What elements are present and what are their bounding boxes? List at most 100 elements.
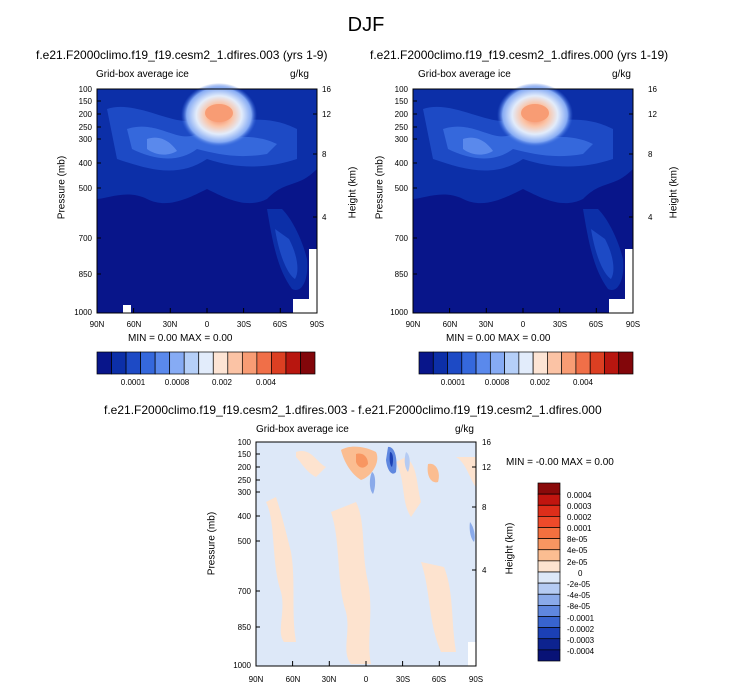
panel-1-plot: [96, 83, 318, 314]
panel-1-title: f.e21.F2000climo.f19_f19.cesm2_1.dfires.…: [36, 48, 328, 62]
colorbar-label: 0.004: [255, 378, 277, 387]
y-tick-label: 850: [237, 623, 251, 632]
colorbar-swatch: [537, 605, 561, 617]
colorbar-label: -0.0004: [567, 647, 595, 656]
panel-2-plot: [412, 83, 634, 314]
colorbar-swatch: [532, 351, 548, 375]
masked-region: [293, 299, 309, 313]
positive-anomaly: [396, 457, 421, 517]
x-tick-label: 90N: [405, 320, 421, 329]
panel-1-subtitle: Grid-box average ice: [96, 69, 189, 80]
y-tick-label: 250: [237, 476, 251, 485]
panel-3-title: f.e21.F2000climo.f19_f19.cesm2_1.dfires.…: [104, 403, 602, 417]
panel-3-subtitle: Grid-box average ice: [256, 424, 349, 435]
panel-2-colorbar: [418, 351, 634, 375]
masked-region: [309, 249, 317, 313]
colorbar-label: 0.0008: [164, 378, 190, 387]
y-tick-label: 100: [394, 85, 408, 94]
colorbar-swatch: [198, 351, 214, 375]
colorbar-swatch: [561, 351, 577, 375]
colorbar-swatch: [537, 638, 561, 651]
panel-2-minmax: MIN = 0.00 MAX = 0.00: [446, 333, 551, 344]
colorbar-swatch: [537, 627, 561, 640]
colorbar-swatch: [271, 351, 287, 375]
panel-3-y-label: Pressure (mb): [206, 511, 218, 576]
colorbar-label: 0.002: [529, 378, 551, 387]
ice-contour-4: [147, 137, 177, 155]
y-tick-label: 150: [237, 450, 251, 459]
colorbar-swatch: [241, 351, 258, 375]
masked-region: [625, 249, 633, 313]
colorbar-swatch: [96, 351, 112, 375]
y-tick-label: 400: [78, 159, 92, 168]
y-tick-label: 300: [237, 488, 251, 497]
colorbar-swatch: [537, 649, 561, 662]
x-tick-label: 90N: [89, 320, 105, 329]
panel-2-units: g/kg: [612, 69, 631, 80]
colorbar-swatch: [111, 351, 127, 375]
colorbar-label: -8e-05: [567, 602, 591, 611]
panel-1-minmax: MIN = 0.00 MAX = 0.00: [128, 333, 233, 344]
y-right-tick-label: 16: [322, 85, 331, 94]
y-right-tick-label: 8: [322, 150, 327, 159]
positive-anomaly-upper: [356, 453, 368, 468]
colorbar-swatch: [537, 482, 561, 495]
colorbar-swatch: [475, 351, 491, 375]
colorbar-swatch: [547, 351, 563, 375]
y-right-tick-label: 12: [648, 110, 657, 119]
y-right-tick-label: 12: [482, 463, 491, 472]
y-tick-label: 700: [78, 234, 92, 243]
x-tick-label: 90S: [309, 320, 325, 329]
colorbar-swatch: [227, 351, 243, 375]
panel-1-units: g/kg: [290, 69, 309, 80]
y-tick-label: 500: [78, 184, 92, 193]
panel-1-colorbar: [96, 351, 316, 375]
x-tick-label: 30S: [552, 320, 568, 329]
y-tick-label: 150: [394, 97, 408, 106]
y-tick-label: 400: [237, 512, 251, 521]
colorbar-swatch: [518, 351, 534, 375]
colorbar-swatch: [604, 351, 620, 375]
y-tick-label: 850: [78, 270, 92, 279]
x-tick-label: 30S: [236, 320, 252, 329]
y-tick-label: 700: [237, 587, 251, 596]
colorbar-label: 0.002: [211, 378, 233, 387]
colorbar-swatch: [169, 351, 185, 375]
positive-anomaly: [331, 502, 371, 664]
y-tick-label: 250: [78, 123, 92, 132]
x-tick-label: 60N: [442, 320, 458, 329]
figure-title: DJF: [347, 14, 385, 36]
southern-column-inner: [591, 229, 614, 279]
colorbar-label: -4e-05: [567, 591, 591, 600]
x-tick-label: 30S: [395, 675, 411, 684]
panel-3-y-ticks: [255, 441, 477, 666]
colorbar-swatch: [537, 538, 561, 551]
colorbar-swatch: [537, 504, 561, 517]
colorbar-swatch: [300, 351, 316, 375]
positive-anomaly: [421, 562, 456, 652]
y-right-tick-label: 16: [482, 438, 491, 447]
y-tick-label: 200: [394, 110, 408, 119]
ice-maximum-core: [205, 104, 233, 122]
panel-2-subtitle: Grid-box average ice: [418, 69, 511, 80]
colorbar-swatch: [285, 351, 301, 375]
x-tick-label: 60N: [126, 320, 142, 329]
colorbar-label: -2e-05: [567, 580, 591, 589]
colorbar-swatch: [183, 351, 200, 375]
y-tick-label: 200: [237, 463, 251, 472]
x-tick-label: 0: [520, 320, 526, 329]
colorbar-swatch: [537, 493, 561, 506]
y-tick-label: 1000: [390, 308, 408, 317]
masked-region: [609, 299, 625, 313]
colorbar-swatch: [140, 351, 156, 375]
y-tick-label: 250: [394, 123, 408, 132]
negative-anomaly: [469, 522, 475, 542]
colorbar-swatch: [537, 593, 561, 606]
negative-anomaly: [389, 452, 394, 467]
masked-region: [468, 642, 476, 666]
southern-column-inner: [275, 229, 298, 279]
y-tick-label: 500: [394, 184, 408, 193]
colorbar-swatch: [418, 351, 434, 375]
panel-3-minmax: MIN = -0.00 MAX = 0.00: [506, 457, 614, 468]
y-tick-label: 500: [237, 537, 251, 546]
